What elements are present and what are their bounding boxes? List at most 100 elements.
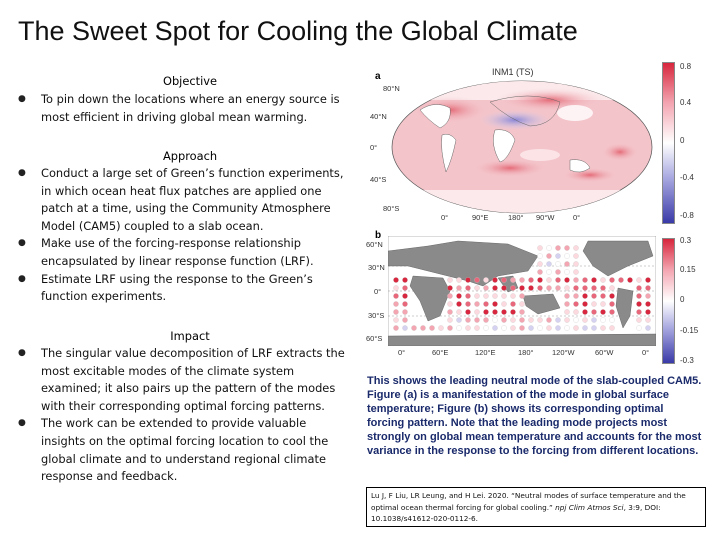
- forcing-patch-dot: [393, 309, 399, 315]
- bullet-icon: ●: [18, 348, 26, 358]
- panel-a-lon-label: 0°: [441, 213, 449, 222]
- forcing-patch-dot: [645, 285, 651, 291]
- panel-a-lat-label: 0°: [370, 143, 378, 152]
- forcing-patch-dot: [456, 285, 462, 291]
- approach-heading: Approach: [162, 149, 218, 163]
- citation-journal: npj Clim Atmos Sci: [555, 502, 624, 512]
- forcing-patch-dot: [645, 277, 651, 283]
- forcing-patch-dot: [555, 277, 561, 283]
- forcing-patch-dot: [573, 309, 579, 315]
- panel-b-lat-label: 30°S: [368, 311, 385, 320]
- forcing-patch-dot: [519, 277, 525, 283]
- forcing-patch-dot: [555, 325, 561, 331]
- forcing-patch-dot: [573, 269, 579, 275]
- forcing-patch-dot: [402, 285, 408, 291]
- forcing-patch-dot: [393, 285, 399, 291]
- forcing-patch-dot: [438, 325, 444, 331]
- forcing-patch-dot: [546, 285, 552, 291]
- forcing-patch-dot: [573, 277, 579, 283]
- forcing-patch-dot: [600, 309, 606, 315]
- forcing-patch-dot: [645, 325, 651, 331]
- forcing-patch-dot: [591, 301, 597, 307]
- forcing-patch-dot: [636, 325, 642, 331]
- forcing-patch-dot: [456, 301, 462, 307]
- forcing-patch-dot: [564, 269, 570, 275]
- forcing-patch-dot: [564, 325, 570, 331]
- forcing-patch-dot: [600, 317, 606, 323]
- forcing-patch-dot: [456, 277, 462, 283]
- forcing-patch-dot: [492, 285, 498, 291]
- forcing-patch-dot: [537, 325, 543, 331]
- citation-text: Lu J, F Liu, LR Leung, and H Lei. 2020. …: [371, 491, 686, 512]
- forcing-patch-dot: [447, 277, 453, 283]
- forcing-patch-dot: [618, 277, 624, 283]
- bullet-icon: ●: [18, 238, 26, 249]
- forcing-patch-dot: [555, 245, 561, 251]
- page-title: The Sweet Spot for Cooling the Global Cl…: [18, 16, 578, 46]
- forcing-patch-dot: [483, 277, 489, 283]
- forcing-patch-dot: [501, 293, 507, 299]
- forcing-patch-dot: [582, 293, 588, 299]
- forcing-patch-dot: [537, 269, 543, 275]
- forcing-patch-dot: [600, 325, 606, 331]
- forcing-patch-dot: [474, 285, 480, 291]
- forcing-patch-dot: [465, 293, 471, 299]
- panel-b-cbar-tick: 0.15: [680, 265, 696, 274]
- forcing-patch-dot: [564, 301, 570, 307]
- forcing-patch-dot: [546, 317, 552, 323]
- forcing-patch-dot: [474, 309, 480, 315]
- objective-heading: Objective: [162, 74, 217, 88]
- forcing-patch-dot: [393, 293, 399, 299]
- forcing-patch-dot: [573, 245, 579, 251]
- forcing-patch-dot: [600, 301, 606, 307]
- forcing-patch-dot: [645, 309, 651, 315]
- panel-a-colorbar: [662, 62, 675, 224]
- forcing-patch-dot: [636, 301, 642, 307]
- forcing-patch-dot: [564, 277, 570, 283]
- forcing-patch-dot: [510, 301, 516, 307]
- forcing-patch-dot: [402, 309, 408, 315]
- panel-a-cbar-tick: 0.8: [680, 62, 692, 71]
- forcing-patch-dot: [519, 317, 525, 323]
- forcing-patch-dot: [591, 277, 597, 283]
- panel-a-cbar-tick: 0.4: [680, 98, 692, 107]
- forcing-patch-dot: [510, 293, 516, 299]
- forcing-patch-dot: [645, 293, 651, 299]
- forcing-patch-dot: [492, 317, 498, 323]
- forcing-patch-dot: [465, 285, 471, 291]
- forcing-patch-dot: [492, 277, 498, 283]
- forcing-patch-dot: [600, 293, 606, 299]
- forcing-patch-dot: [501, 285, 507, 291]
- forcing-patch-dot: [465, 277, 471, 283]
- forcing-patch-dot: [465, 309, 471, 315]
- panel-a-lat-label: 80°S: [383, 204, 400, 213]
- forcing-patch-dot: [483, 309, 489, 315]
- forcing-patch-dot: [528, 317, 534, 323]
- forcing-patch-dot: [519, 285, 525, 291]
- forcing-patch-dot: [582, 285, 588, 291]
- forcing-patch-dot: [528, 325, 534, 331]
- forcing-patch-dot: [402, 277, 408, 283]
- forcing-patch-dot: [456, 309, 462, 315]
- impact-bullet: ● The work can be extended to provide val…: [18, 416, 329, 484]
- forcing-patch-dot: [609, 277, 615, 283]
- forcing-patch-dot: [582, 325, 588, 331]
- forcing-patch-dot: [528, 285, 534, 291]
- panel-b-lon-label: 60°W: [595, 348, 614, 357]
- impact-bullet: ● The singular value decomposition of LRF…: [18, 346, 345, 413]
- forcing-patch-dot: [474, 317, 480, 323]
- forcing-patch-dot: [591, 293, 597, 299]
- forcing-patch-dot: [537, 245, 543, 251]
- forcing-patch-dot: [474, 325, 480, 331]
- forcing-patch-dot: [564, 285, 570, 291]
- forcing-patch-dot: [609, 285, 615, 291]
- forcing-patch-dot: [492, 301, 498, 307]
- panel-b-cbar-tick: 0.3: [680, 236, 692, 245]
- forcing-patch-dot: [546, 277, 552, 283]
- forcing-patch-dot: [564, 317, 570, 323]
- panel-a-cbar-tick: -0.4: [680, 173, 694, 182]
- approach-list: ● Conduct a large set of Green’s function…: [18, 165, 348, 306]
- forcing-patch-dot: [573, 325, 579, 331]
- forcing-patch-dot: [402, 293, 408, 299]
- panel-b-lat-label: 0°: [374, 287, 382, 296]
